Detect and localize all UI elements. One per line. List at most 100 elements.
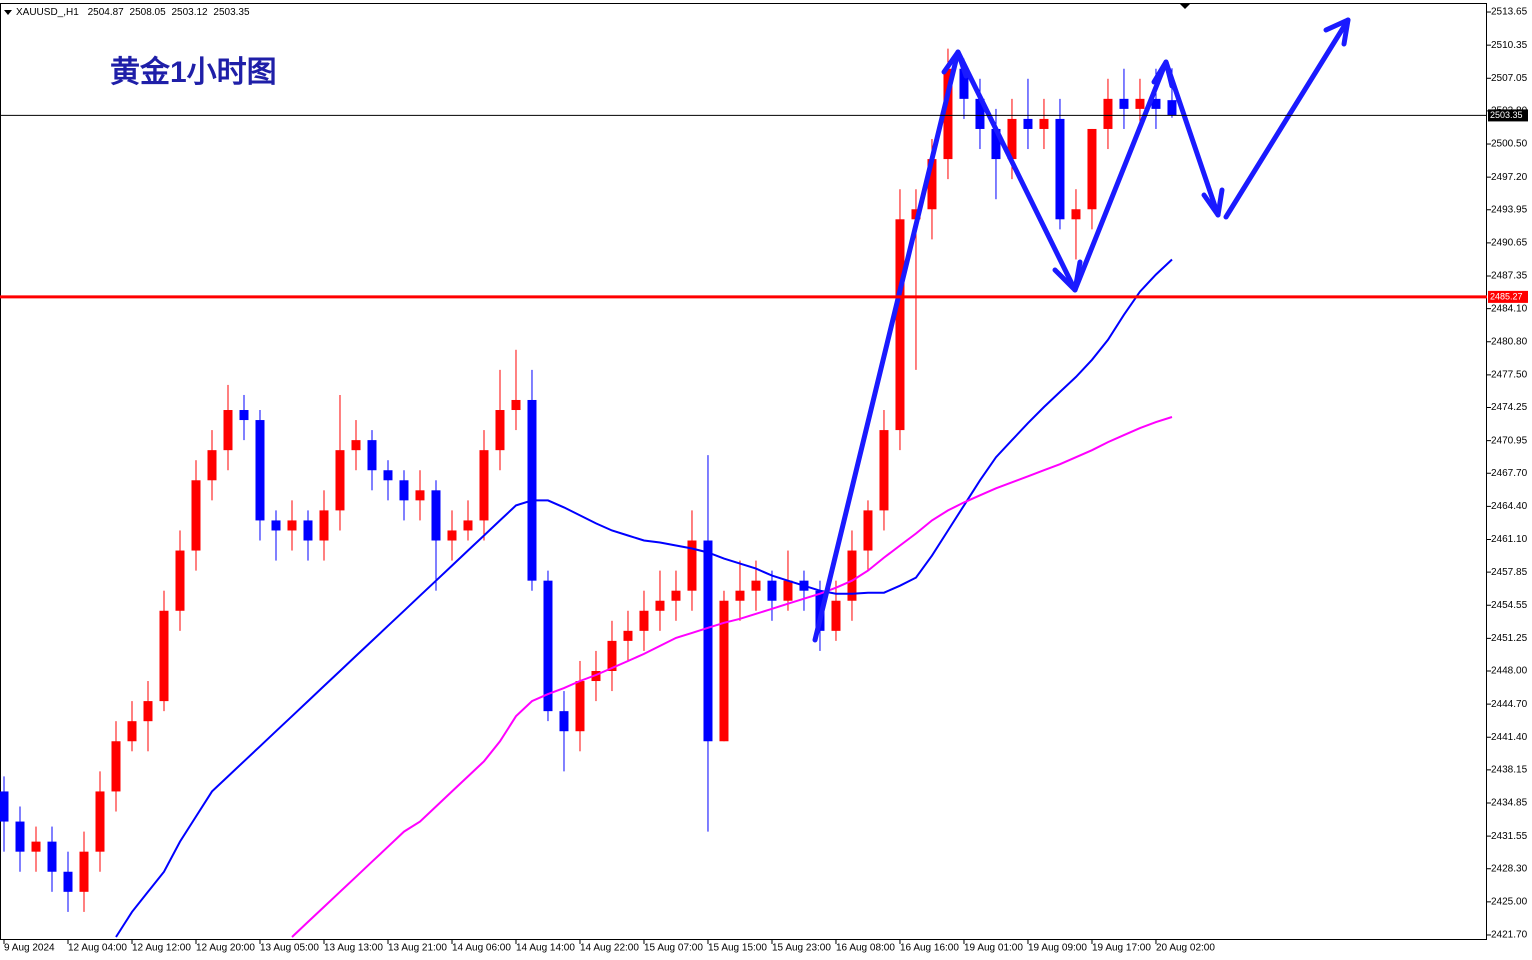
y-tick-label: 2500.50 — [1491, 139, 1528, 150]
y-tick-label: 2421.70 — [1491, 930, 1528, 941]
candle-body — [975, 98, 985, 129]
y-tick-label: 2448.00 — [1491, 666, 1528, 677]
candle-body — [31, 841, 41, 852]
x-tick-label: 9 Aug 2024 — [4, 943, 55, 954]
candle-body — [495, 410, 505, 451]
candle-body — [335, 450, 345, 511]
y-tick-label: 2480.80 — [1491, 336, 1528, 347]
candle-body — [1023, 118, 1033, 129]
x-tick-label: 19 Aug 09:00 — [1028, 943, 1087, 954]
marker — [1180, 4, 1190, 9]
price-label-box — [1488, 290, 1528, 303]
y-tick-label: 2493.95 — [1491, 204, 1528, 215]
candle-body — [559, 711, 569, 732]
arrow-head — [941, 49, 969, 79]
x-tick-label: 15 Aug 07:00 — [644, 943, 703, 954]
y-tick-label: 2510.35 — [1491, 40, 1528, 51]
y-tick-label: 2513.65 — [1491, 7, 1528, 18]
x-tick-label: 16 Aug 08:00 — [836, 943, 895, 954]
candle-body — [431, 490, 441, 541]
moving-average — [115, 258, 1173, 938]
candle-body — [767, 580, 777, 601]
candle-body — [1071, 209, 1081, 220]
y-tick-label: 2438.15 — [1491, 765, 1528, 776]
annotation-arrow — [1223, 17, 1351, 220]
candle-body — [943, 68, 953, 160]
arrow-head — [1201, 187, 1225, 218]
y-tick-label: 2441.40 — [1491, 732, 1528, 743]
price-label: 2485.27 — [1490, 291, 1523, 301]
candle-body — [783, 580, 793, 601]
candle-body — [831, 600, 841, 631]
candle-body — [847, 550, 857, 601]
candle-body — [1119, 98, 1129, 109]
candle-body — [383, 470, 393, 481]
moving-average — [291, 416, 1173, 938]
candle-body — [15, 821, 25, 852]
candle-body — [1055, 118, 1065, 220]
candle-body — [671, 590, 681, 601]
arrow-head — [1323, 17, 1351, 47]
plot-frame — [0, 3, 1487, 940]
x-tick-label: 13 Aug 05:00 — [260, 943, 319, 954]
candle-body — [687, 540, 697, 591]
y-tick-label: 2490.65 — [1491, 238, 1528, 249]
candle-body — [703, 540, 713, 742]
candle-body — [175, 550, 185, 611]
x-tick-label: 12 Aug 12:00 — [132, 943, 191, 954]
annotation-arrow — [812, 49, 1221, 643]
x-tick-label: 19 Aug 01:00 — [964, 943, 1023, 954]
candle-body — [271, 520, 281, 531]
y-tick-label: 2451.25 — [1491, 633, 1528, 644]
y-tick-label: 2477.50 — [1491, 370, 1528, 381]
x-tick-label: 13 Aug 21:00 — [388, 943, 447, 954]
ohlc-value: 2508.05 — [130, 7, 167, 18]
candle-body — [511, 399, 521, 411]
candle-body — [95, 791, 105, 852]
candle-body — [863, 510, 873, 551]
arrow-head — [1052, 259, 1083, 293]
candle-body — [719, 600, 729, 742]
candle-body — [543, 580, 553, 712]
x-tick-label: 15 Aug 23:00 — [772, 943, 831, 954]
candle-body — [527, 399, 537, 581]
candle-body — [399, 480, 409, 501]
candle-body — [79, 851, 89, 892]
price-label-box — [1488, 109, 1528, 122]
candle-body — [895, 219, 905, 431]
candle-body — [1039, 118, 1049, 129]
plot — [0, 48, 1177, 938]
x-tick-label: 20 Aug 02:00 — [1156, 943, 1215, 954]
y-tick-label: 2470.95 — [1491, 435, 1528, 446]
x-tick-label: 12 Aug 04:00 — [68, 943, 127, 954]
y-tick-label: 2464.40 — [1491, 501, 1528, 512]
header: XAUUSD_,H1 2504.87 2508.05 2503.12 2503.… — [16, 7, 250, 18]
y-tick-label: 2487.35 — [1491, 271, 1528, 282]
arrow-head — [1151, 59, 1175, 89]
x-tick-label: 15 Aug 15:00 — [708, 943, 767, 954]
candle-body — [959, 68, 969, 99]
ohlc-value: 2504.87 — [88, 7, 125, 18]
candle-body — [223, 410, 233, 451]
candle-body — [879, 430, 889, 511]
x-tick-label: 16 Aug 16:00 — [900, 943, 959, 954]
candle-body — [655, 600, 665, 611]
candle-body — [1167, 100, 1177, 116]
candle-body — [191, 480, 201, 551]
candle-body — [479, 450, 489, 521]
x-tick-label: 19 Aug 17:00 — [1092, 943, 1151, 954]
y-tick-label: 2484.10 — [1491, 303, 1528, 314]
candle-body — [463, 520, 473, 531]
x-tick-label: 12 Aug 20:00 — [196, 943, 255, 954]
annotation-arrows — [812, 17, 1351, 643]
candle-body — [415, 490, 425, 501]
symbol: XAUUSD_,H1 — [16, 7, 79, 18]
candle-body — [127, 721, 137, 742]
candle-body — [751, 580, 761, 591]
candle-body — [111, 741, 121, 792]
y-tick-label: 2428.30 — [1491, 863, 1528, 874]
y-tick-label: 2497.20 — [1491, 172, 1528, 183]
candle-body — [367, 440, 377, 471]
candle-body — [351, 440, 361, 451]
